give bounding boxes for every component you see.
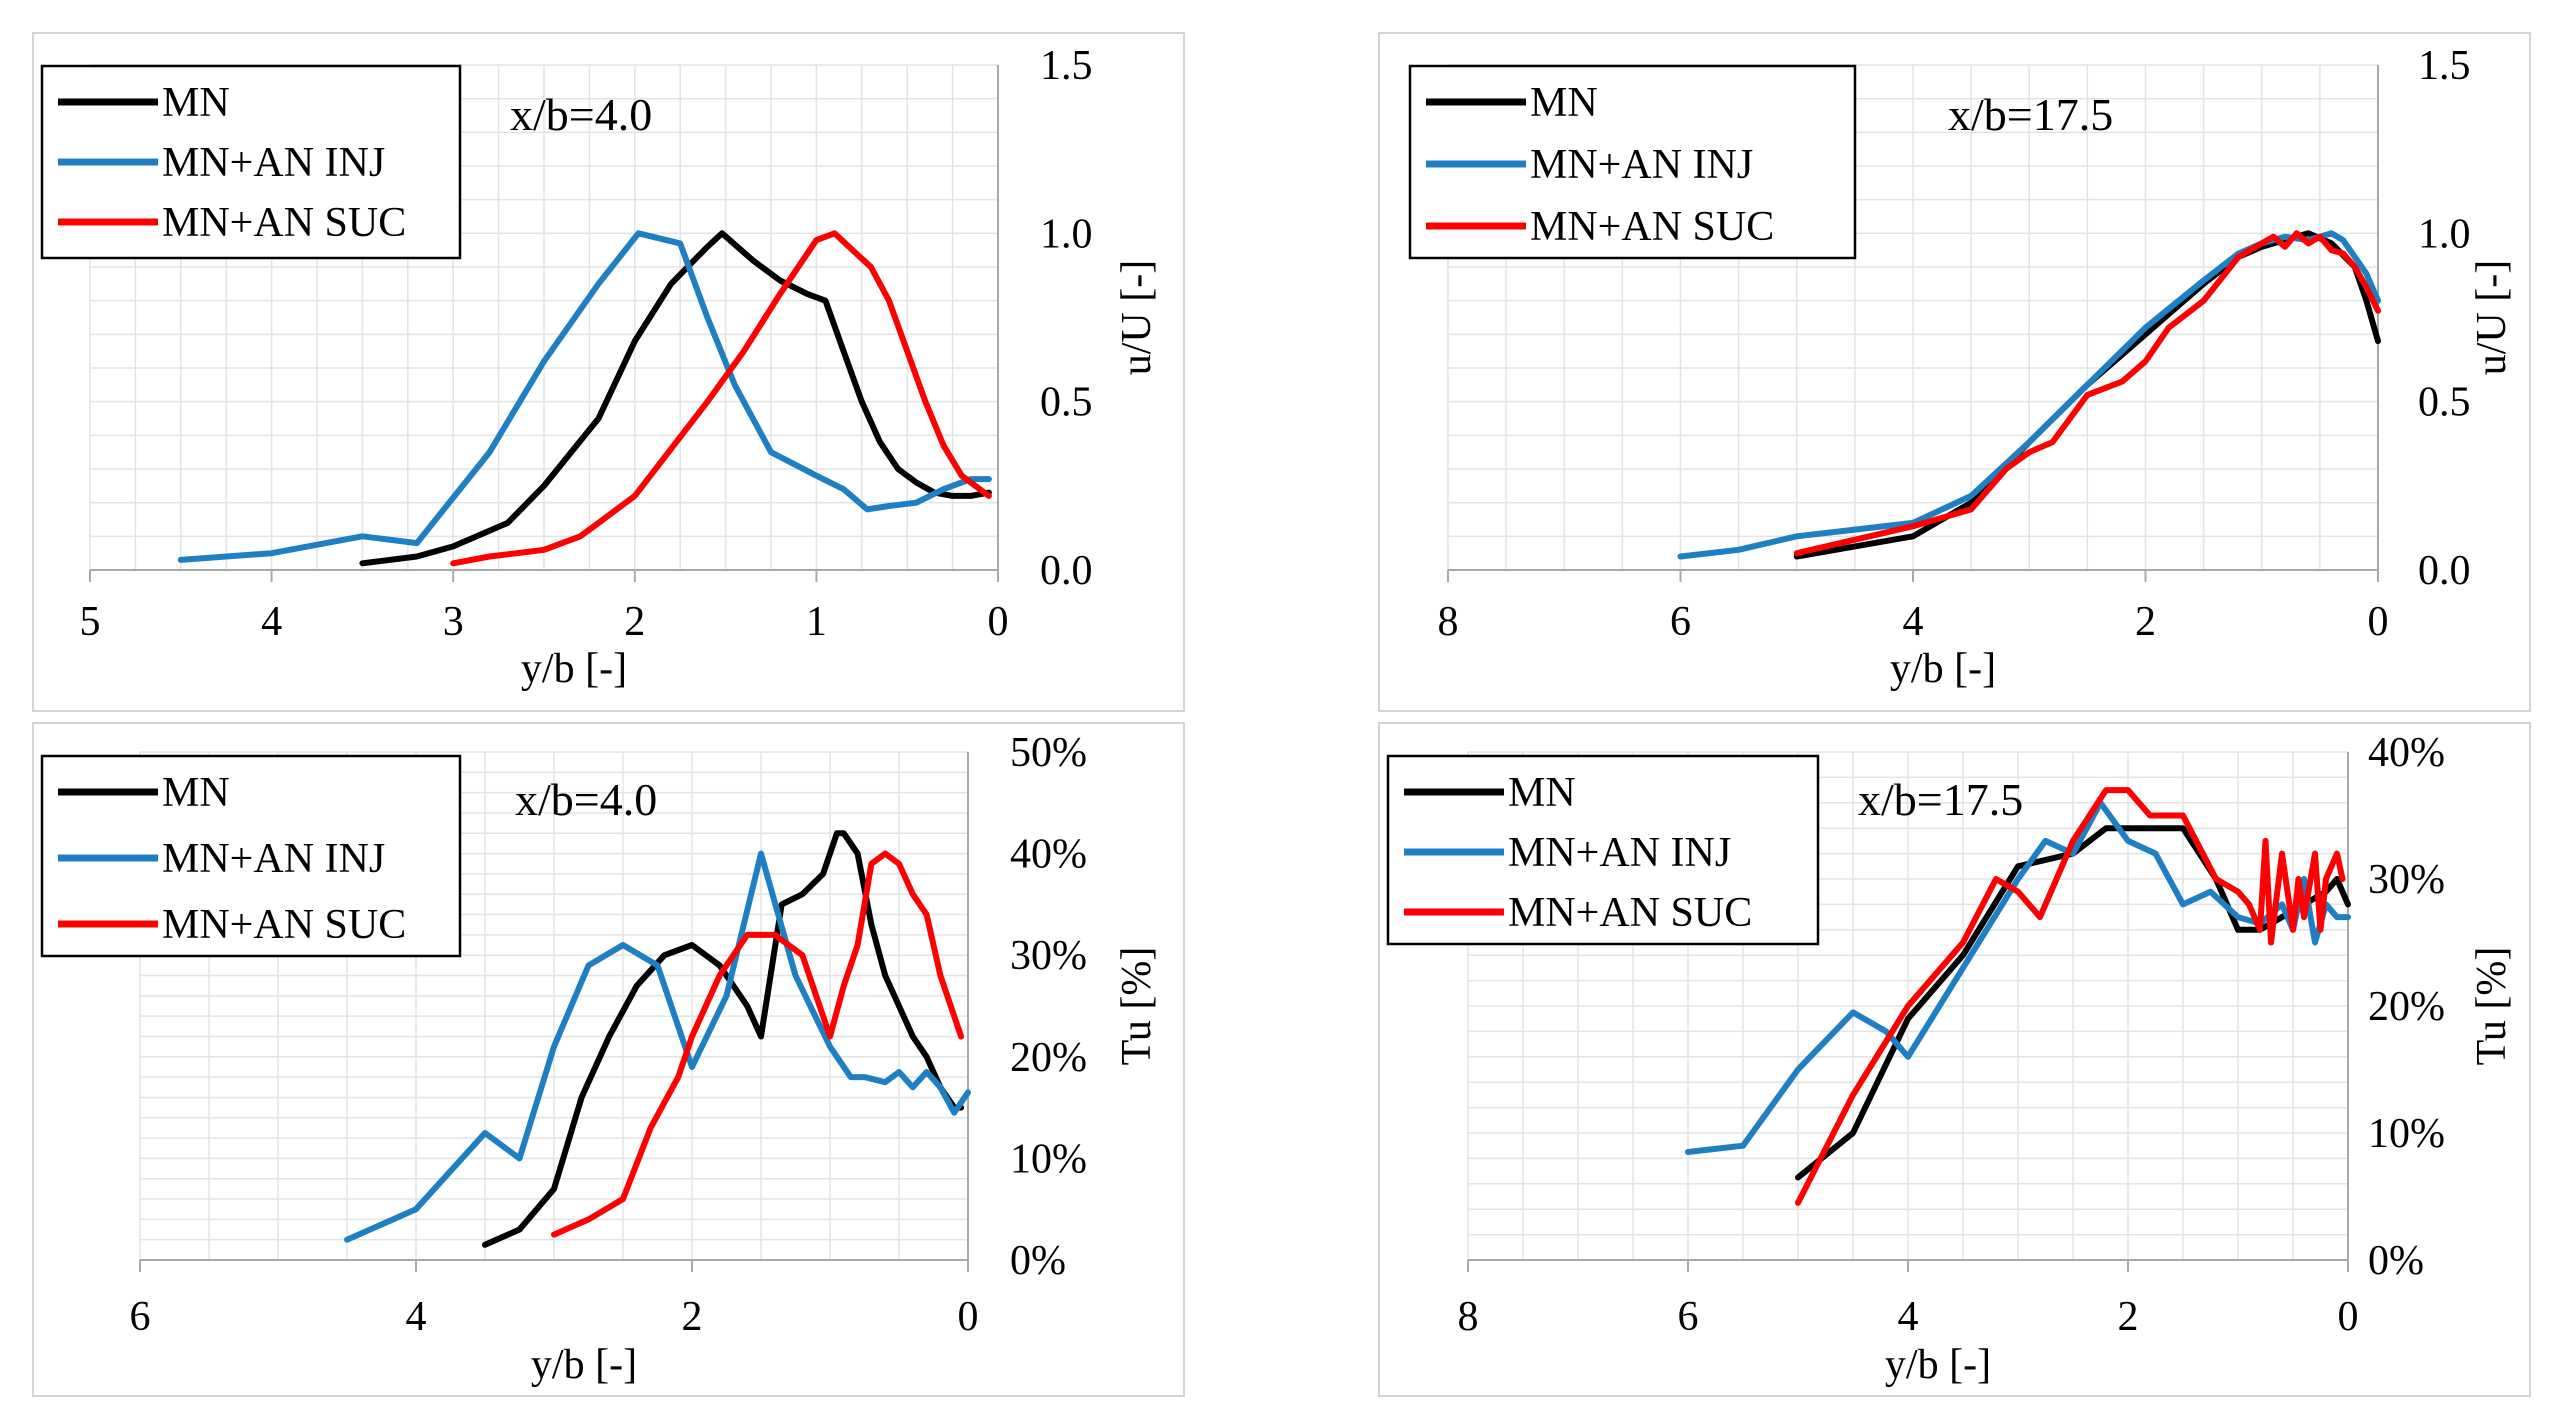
x-tick-label: 1: [806, 599, 827, 645]
legend-label: MN: [162, 80, 230, 126]
x-tick-label: 5: [80, 599, 101, 645]
x-tick-label: 6: [1670, 599, 1691, 645]
y-axis-label: u/U [-]: [2469, 260, 2515, 375]
x-tick-label: 6: [1678, 1294, 1699, 1340]
series-line-mn: [359, 230, 992, 567]
y-tick-label: 1.5: [2418, 43, 2471, 89]
legend-label: MN+AN SUC: [162, 902, 406, 948]
x-tick-label: 2: [2118, 1294, 2139, 1340]
x-tick-label: 6: [130, 1294, 151, 1340]
series-line-mn-an-inj: [1677, 230, 2381, 560]
x-axis-label: y/b [-]: [1890, 646, 1996, 692]
series-line-mn-an-suc: [551, 850, 965, 1238]
y-tick-label: 20%: [1010, 1035, 1087, 1081]
legend-label: MN+AN INJ: [1508, 830, 1731, 876]
legend-label: MN: [1530, 80, 1598, 126]
y-tick-label: 0%: [2368, 1238, 2424, 1284]
legend-label: MN+AN SUC: [162, 200, 406, 246]
x-axis-label: y/b [-]: [531, 1342, 637, 1388]
series-line-mn-an-inj: [344, 850, 971, 1243]
y-tick-label: 1.5: [1040, 43, 1093, 89]
y-tick-label: 0.5: [2418, 380, 2471, 426]
y-axis-label: Tu [%]: [1114, 947, 1160, 1066]
y-tick-label: 30%: [1010, 933, 1087, 979]
series-line-mn-an-suc: [1795, 787, 2346, 1206]
x-tick-label: 8: [1438, 599, 1459, 645]
x-tick-label: 2: [682, 1294, 703, 1340]
series-line-mn-an-suc: [450, 230, 992, 567]
y-tick-label: 40%: [2368, 730, 2445, 776]
x-tick-label: 0: [958, 1294, 979, 1340]
y-tick-label: 50%: [1010, 730, 1087, 776]
x-tick-label: 2: [624, 599, 645, 645]
series-line-mn-an-suc: [1793, 230, 2381, 557]
y-tick-label: 1.0: [1040, 211, 1093, 257]
chart-annotation: x/b=4.0: [515, 774, 657, 825]
legend-label: MN: [162, 770, 230, 816]
x-axis-label: y/b [-]: [1885, 1342, 1991, 1388]
y-tick-label: 40%: [1010, 832, 1087, 878]
x-axis-label: y/b [-]: [521, 646, 627, 692]
chart-annotation: x/b=17.5: [1858, 774, 2023, 825]
y-tick-label: 0.0: [1040, 548, 1093, 594]
legend-label: MN+AN INJ: [162, 140, 385, 186]
y-axis-label: Tu [%]: [2469, 947, 2515, 1066]
legend-label: MN+AN INJ: [1530, 142, 1753, 188]
series-line-mn-an-inj: [177, 230, 992, 563]
x-tick-label: 4: [1898, 1294, 1919, 1340]
y-tick-label: 20%: [2368, 984, 2445, 1030]
y-tick-label: 0.0: [2418, 548, 2471, 594]
y-axis-label: u/U [-]: [1114, 260, 1160, 375]
y-tick-label: 30%: [2368, 857, 2445, 903]
x-tick-label: 2: [2135, 599, 2156, 645]
y-tick-label: 0.5: [1040, 380, 1093, 426]
legend-label: MN+AN SUC: [1508, 890, 1752, 936]
legend-label: MN+AN SUC: [1530, 204, 1774, 250]
legend-label: MN: [1508, 770, 1576, 816]
x-tick-label: 0: [988, 599, 1009, 645]
x-tick-label: 4: [261, 599, 282, 645]
series-line-mn: [482, 830, 965, 1248]
y-tick-label: 1.0: [2418, 211, 2471, 257]
y-tick-label: 0%: [1010, 1238, 1066, 1284]
chart-annotation: x/b=4.0: [510, 89, 652, 140]
x-tick-label: 0: [2368, 599, 2389, 645]
x-tick-label: 3: [443, 599, 464, 645]
x-tick-label: 0: [2338, 1294, 2359, 1340]
series-line-mn: [1795, 825, 2351, 1181]
y-tick-label: 10%: [1010, 1136, 1087, 1182]
x-tick-label: 8: [1458, 1294, 1479, 1340]
x-tick-label: 4: [406, 1294, 427, 1340]
chart-annotation: x/b=17.5: [1948, 89, 2113, 140]
legend-label: MN+AN INJ: [162, 836, 385, 882]
y-tick-label: 10%: [2368, 1111, 2445, 1157]
x-tick-label: 4: [1903, 599, 1924, 645]
